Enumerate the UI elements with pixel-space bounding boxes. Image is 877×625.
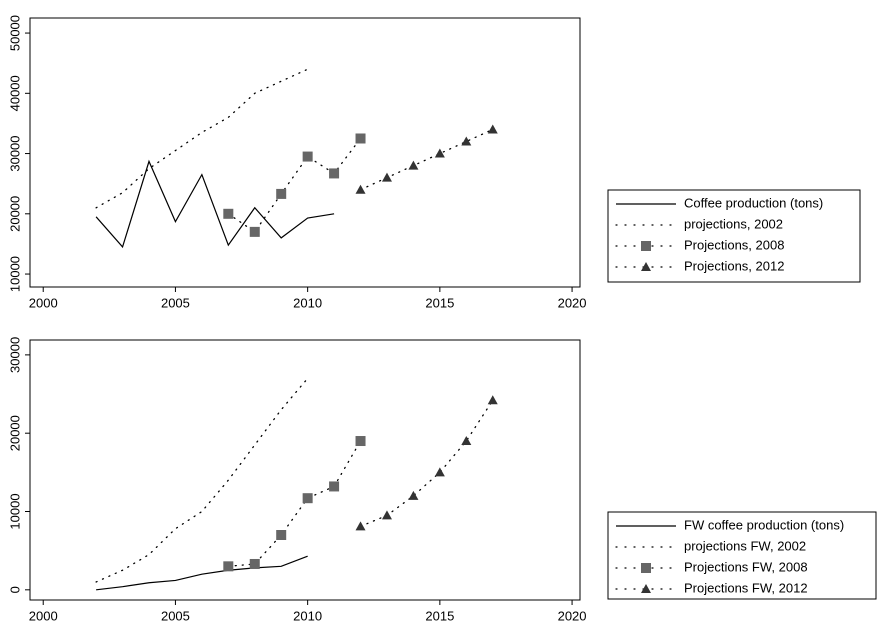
plot-frame bbox=[29, 17, 581, 288]
marker bbox=[249, 558, 260, 569]
x-tick-label: 2000 bbox=[29, 608, 58, 623]
x-tick-label: 2010 bbox=[293, 608, 322, 623]
legend-frame bbox=[607, 189, 861, 283]
marker bbox=[355, 133, 366, 144]
marker bbox=[329, 168, 340, 179]
plot-frame bbox=[29, 339, 581, 601]
x-tick-label: 2020 bbox=[558, 295, 587, 310]
marker bbox=[355, 184, 366, 194]
legend-label: Projections FW, 2008 bbox=[684, 559, 808, 574]
x-tick-label: 2010 bbox=[293, 295, 322, 310]
marker bbox=[223, 561, 234, 572]
marker bbox=[302, 151, 313, 162]
y-tick-label: 10000 bbox=[7, 493, 22, 529]
series-line bbox=[227, 440, 362, 567]
legend-frame bbox=[607, 511, 877, 600]
y-tick-label: 50000 bbox=[7, 15, 22, 51]
marker bbox=[487, 395, 498, 405]
marker bbox=[408, 160, 419, 170]
y-tick-label: 20000 bbox=[7, 415, 22, 451]
series-line bbox=[96, 555, 308, 591]
legend-marker bbox=[641, 563, 651, 573]
y-tick-label: 10000 bbox=[7, 256, 22, 292]
y-tick-label: 0 bbox=[7, 586, 22, 593]
y-tick-label: 20000 bbox=[7, 196, 22, 232]
marker bbox=[381, 510, 392, 520]
legend-marker bbox=[641, 241, 651, 251]
marker bbox=[408, 490, 419, 500]
legend-label: projections, 2002 bbox=[684, 216, 783, 231]
series-line bbox=[95, 159, 335, 249]
x-tick-label: 2015 bbox=[425, 608, 454, 623]
marker bbox=[302, 493, 313, 504]
series-line bbox=[359, 399, 494, 528]
marker bbox=[461, 436, 472, 446]
legend-label: projections FW, 2002 bbox=[684, 538, 806, 553]
marker bbox=[355, 436, 366, 447]
x-tick-label: 2000 bbox=[29, 295, 58, 310]
legend-marker bbox=[641, 584, 651, 593]
series-line bbox=[95, 377, 309, 583]
marker bbox=[461, 136, 472, 146]
marker bbox=[487, 124, 498, 134]
legend-label: Coffee production (tons) bbox=[684, 195, 823, 210]
legend-label: Projections, 2008 bbox=[684, 237, 784, 252]
legend-label: FW coffee production (tons) bbox=[684, 517, 844, 532]
series-line bbox=[95, 68, 309, 209]
y-tick-label: 30000 bbox=[7, 337, 22, 373]
marker bbox=[249, 226, 260, 237]
marker bbox=[223, 208, 234, 219]
marker bbox=[329, 481, 340, 492]
marker bbox=[276, 530, 287, 540]
legend-label: Projections, 2012 bbox=[684, 258, 784, 273]
x-tick-label: 2005 bbox=[161, 295, 190, 310]
y-tick-label: 30000 bbox=[7, 135, 22, 171]
marker bbox=[355, 521, 366, 531]
legend-marker bbox=[641, 262, 651, 271]
series-line bbox=[359, 128, 494, 191]
marker bbox=[381, 172, 392, 182]
marker bbox=[434, 467, 445, 477]
x-tick-label: 2015 bbox=[425, 295, 454, 310]
x-tick-label: 2020 bbox=[558, 608, 587, 623]
x-tick-label: 2005 bbox=[161, 608, 190, 623]
marker bbox=[434, 148, 445, 158]
y-tick-label: 40000 bbox=[7, 75, 22, 111]
marker bbox=[276, 188, 287, 199]
legend-label: Projections FW, 2012 bbox=[684, 580, 808, 595]
